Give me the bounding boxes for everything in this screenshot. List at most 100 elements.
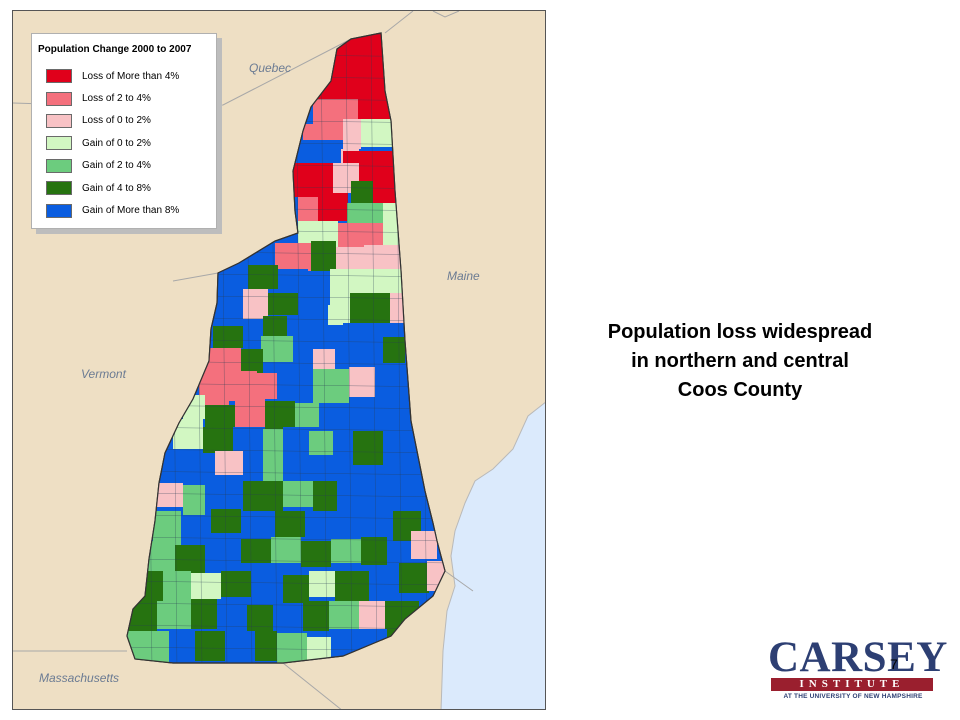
town xyxy=(411,531,437,559)
town xyxy=(293,345,313,365)
town xyxy=(298,197,318,225)
town xyxy=(295,403,319,427)
town xyxy=(213,326,243,348)
logo-wordmark: CARSEY xyxy=(768,634,948,681)
town xyxy=(419,596,441,620)
town xyxy=(350,269,366,293)
town xyxy=(343,119,361,149)
legend-swatch xyxy=(46,181,72,196)
town xyxy=(364,245,404,269)
legend-item: Loss of More than 4% xyxy=(38,65,216,87)
town xyxy=(303,124,343,140)
town xyxy=(293,163,333,197)
town xyxy=(235,397,265,427)
town xyxy=(383,223,405,245)
town xyxy=(375,363,405,403)
label-maine: Maine xyxy=(447,269,480,283)
town xyxy=(203,427,233,453)
town xyxy=(263,453,283,483)
town xyxy=(309,431,333,455)
town xyxy=(283,575,309,605)
town xyxy=(319,403,345,429)
town xyxy=(366,269,406,293)
town xyxy=(361,537,387,565)
map-canvas xyxy=(13,11,545,709)
town xyxy=(255,631,277,661)
legend-item: Gain of 4 to 8% xyxy=(38,177,216,199)
town xyxy=(271,537,301,563)
town xyxy=(369,571,399,601)
town xyxy=(307,637,331,663)
legend-label: Loss of More than 4% xyxy=(82,70,180,82)
town xyxy=(181,517,211,537)
legend-item: Gain of 0 to 2% xyxy=(38,132,216,154)
town xyxy=(241,349,263,373)
town xyxy=(257,373,277,399)
legend-label: Loss of 0 to 2% xyxy=(82,115,151,127)
caption-line-1: Population loss widespread xyxy=(607,321,873,343)
town xyxy=(359,601,385,629)
town xyxy=(211,509,241,533)
legend-item: Gain of 2 to 4% xyxy=(38,155,216,177)
legend-label: Gain of 2 to 4% xyxy=(82,160,151,172)
town xyxy=(383,203,405,225)
caption-line-3: Coos County xyxy=(677,379,803,401)
town xyxy=(243,481,283,511)
legend-swatch xyxy=(46,91,72,106)
legend-swatch xyxy=(46,69,72,84)
town xyxy=(303,601,329,631)
town xyxy=(383,337,405,363)
town xyxy=(153,511,181,545)
town xyxy=(243,319,263,349)
legend-swatch xyxy=(46,113,72,128)
town xyxy=(299,140,341,162)
legend-items: Loss of More than 4% Loss of 2 to 4% Loss … xyxy=(38,65,216,222)
town xyxy=(183,485,205,515)
town xyxy=(335,571,369,601)
town xyxy=(283,427,309,449)
town xyxy=(373,181,403,203)
town xyxy=(273,603,303,633)
town xyxy=(221,571,251,597)
legend-swatch xyxy=(46,158,72,173)
town xyxy=(191,599,217,629)
legend-label: Gain of 0 to 2% xyxy=(82,137,151,149)
legend-item: Loss of 0 to 2% xyxy=(38,110,216,132)
town xyxy=(147,541,175,571)
town xyxy=(283,451,307,475)
town xyxy=(343,323,373,343)
town xyxy=(338,223,383,247)
town xyxy=(283,481,313,507)
town xyxy=(261,336,293,362)
town xyxy=(313,481,337,511)
town xyxy=(399,563,429,593)
town xyxy=(308,271,330,301)
town xyxy=(301,541,331,567)
coastline xyxy=(440,401,545,709)
town xyxy=(243,289,268,319)
slide-number: 7 xyxy=(890,656,898,672)
town xyxy=(247,605,273,631)
legend-label: Gain of 4 to 8% xyxy=(82,182,151,194)
logo-institute-bar: INSTITUTE xyxy=(771,678,933,691)
town xyxy=(218,291,243,326)
town xyxy=(157,601,191,629)
town xyxy=(233,427,263,449)
population-change-map: Population Change 2000 to 2007 Loss of M… xyxy=(12,10,546,710)
town xyxy=(217,601,247,627)
town xyxy=(313,369,349,403)
legend-label: Loss of 2 to 4% xyxy=(82,93,151,105)
town xyxy=(275,243,311,271)
town xyxy=(205,405,235,427)
town xyxy=(335,343,353,367)
town xyxy=(195,631,225,661)
town xyxy=(358,99,394,119)
town xyxy=(191,573,221,599)
legend-item: Gain of More than 8% xyxy=(38,199,216,221)
caption-line-2: in northern and central xyxy=(631,350,849,372)
town xyxy=(225,633,255,663)
town xyxy=(383,441,409,471)
town xyxy=(263,316,287,336)
slide-caption: Population loss widespread in northern a… xyxy=(560,318,920,405)
map-legend: Population Change 2000 to 2007 Loss of M… xyxy=(31,33,217,229)
